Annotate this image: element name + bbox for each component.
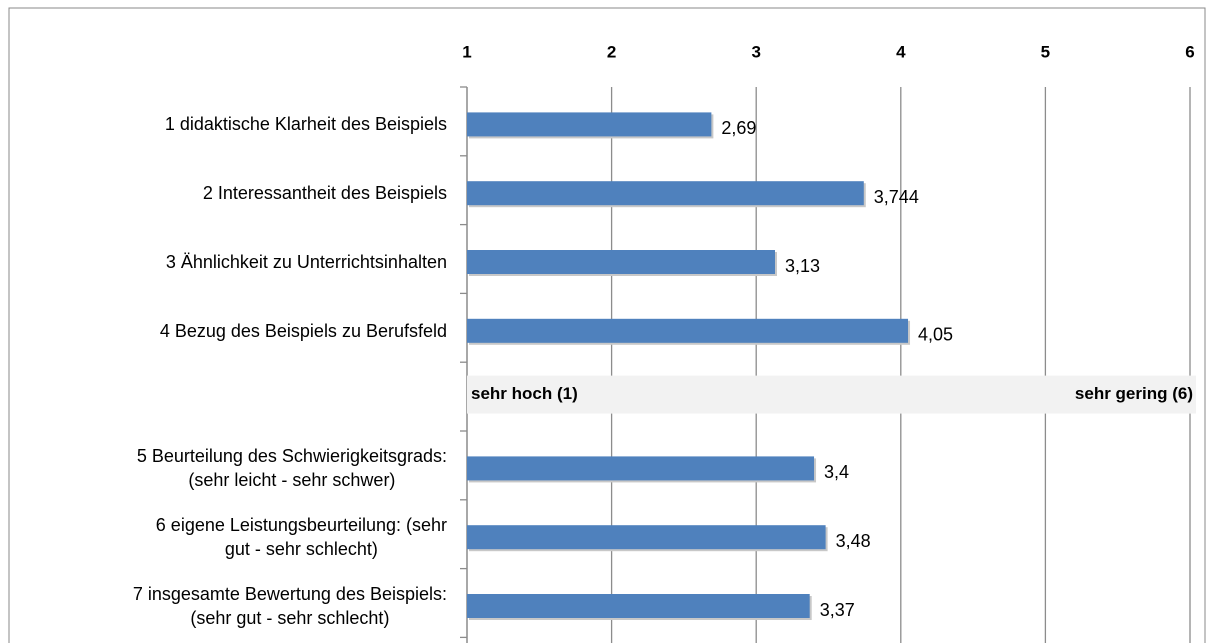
value-label: 3,13 [785,256,820,276]
x-tick-label: 4 [896,42,906,61]
scale-band [467,375,1196,414]
x-tick-label: 3 [751,42,760,61]
y-tick-label: 7 insgesamte Bewertung des Beispiels: (s… [132,584,447,628]
bar [467,456,815,481]
y-tick-label: 3 Ähnlichkeit zu Unterrichtsinhalten [165,252,447,272]
bar [467,250,775,274]
value-label: 4,05 [918,325,953,345]
bar [467,181,864,206]
x-tick-label: 1 [462,42,471,61]
value-label: 2,69 [721,118,756,138]
y-tick-label: 5 Beurteilung des Schwierigkeitsgrads: (… [136,446,447,491]
y-tick-label: 4 Bezug des Beispiels zu Berufsfeld [159,320,447,341]
bar [467,318,909,343]
value-label: 3,4 [824,462,849,482]
annotation: sehr gering (6) [1075,384,1193,403]
x-tick-label: 2 [607,42,616,61]
bar [467,525,826,550]
y-tick-label: 2 Interessantheit des Beispiels [202,183,447,204]
value-label: 3,744 [874,187,919,207]
annotation: sehr hoch (1) [471,384,578,403]
bar [467,112,712,137]
x-tick-label: 6 [1185,42,1194,61]
x-tick-label: 5 [1041,42,1050,61]
value-label: 3,37 [820,600,855,620]
y-tick-label: 6 eigene Leistungsbeurteilung: (sehr gut… [155,515,447,560]
y-tick-label: 1 didaktische Klarheit des Beispiels [164,114,447,135]
bar [467,594,810,618]
value-label: 3,48 [836,531,871,551]
